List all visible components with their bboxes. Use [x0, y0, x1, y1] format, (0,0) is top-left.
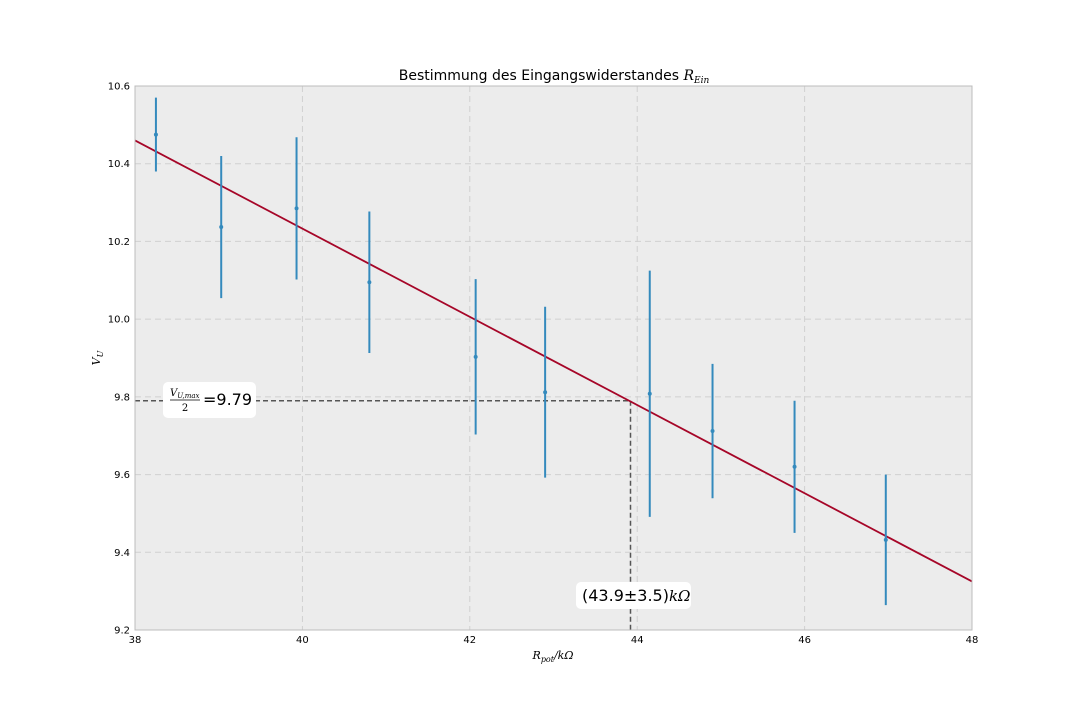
y-tick-label: 10.0	[108, 315, 130, 326]
y-tick-label: 9.2	[114, 626, 130, 637]
resistance-value: (43.9±3.5)kΩ	[582, 586, 691, 605]
half-max-numerator: VU,max	[170, 388, 200, 400]
tick-labels: 38 40 42 44 46 48 9.2 9.4 9.6 9.8 10.0 10.2 10.4 10.6	[108, 82, 979, 647]
x-tick-label: 42	[463, 635, 476, 646]
x-tick-label: 44	[631, 635, 644, 646]
x-tick-label: 40	[296, 635, 309, 646]
data-point	[367, 280, 372, 285]
data-point	[543, 390, 548, 395]
resistance-annotation: (43.9±3.5)kΩ	[576, 582, 691, 609]
data-point	[883, 537, 888, 542]
half-max-annotation: VU,max 2 =9.79	[163, 382, 256, 418]
data-point	[710, 429, 715, 434]
y-tick-label: 10.4	[108, 159, 130, 170]
data-point	[792, 464, 797, 469]
chart-title: Bestimmung des Eingangswiderstandes REin	[399, 68, 710, 86]
data-point	[647, 391, 652, 396]
y-tick-label: 10.6	[108, 82, 130, 93]
fit-line-group	[134, 139, 973, 583]
data-point	[473, 354, 478, 359]
grid	[135, 86, 972, 630]
y-tick-label: 9.6	[114, 470, 130, 481]
half-max-denominator: 2	[182, 403, 188, 414]
data-point	[153, 132, 158, 137]
data-point	[294, 206, 299, 211]
x-tick-label: 46	[798, 635, 811, 646]
data-point	[219, 225, 224, 230]
y-tick-label: 9.8	[114, 392, 130, 403]
y-tick-label: 10.2	[108, 237, 130, 248]
half-max-value: =9.79	[203, 390, 252, 409]
fit-line	[134, 139, 973, 583]
x-tick-label: 48	[966, 635, 979, 646]
x-axis-label: Rpot/kΩ	[532, 649, 574, 664]
y-axis-label: VU	[90, 350, 105, 365]
y-tick-label: 9.4	[114, 548, 130, 559]
x-tick-label: 38	[129, 635, 142, 646]
plot-frame	[134, 85, 973, 631]
data-points	[153, 97, 888, 606]
plot-area	[135, 86, 972, 630]
